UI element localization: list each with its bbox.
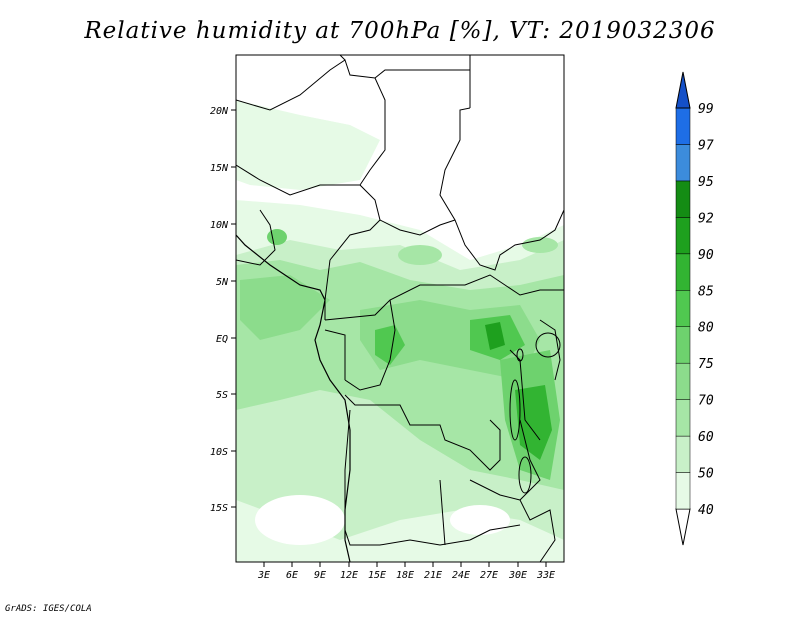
lon-label: 9E <box>314 570 326 581</box>
colorbar-label: 70 <box>698 394 714 409</box>
lat-label: 5N <box>216 277 229 288</box>
colorbar-label: 92 <box>698 211 714 226</box>
colorbar-label: 75 <box>698 357 714 372</box>
lon-label: 12E <box>340 570 358 581</box>
lat-label: 5S <box>216 390 228 401</box>
colorbar-segment <box>675 180 691 218</box>
lat-label: 10S <box>210 447 228 458</box>
lakes <box>509 332 561 494</box>
colorbar-segment <box>675 399 691 437</box>
colorbar-label: 50 <box>698 467 714 482</box>
colorbar-segment <box>675 253 691 291</box>
lat-label: 20N <box>210 106 229 117</box>
lon-label: 21E <box>424 570 442 581</box>
colorbar-label: 99 <box>698 102 714 117</box>
map-title: Relative humidity at 700hPa [%], VT: 201… <box>84 18 716 44</box>
colorbar-label: 97 <box>698 138 714 153</box>
colorbar-label: 60 <box>698 430 714 445</box>
colorbar-label: 40 <box>698 503 714 518</box>
colorbar-top-triangle <box>675 71 691 109</box>
colorbar: 40 50 60 70 75 80 85 90 92 95 97 99 <box>675 71 714 546</box>
map-frame <box>235 54 565 563</box>
colorbar-segment <box>675 326 691 364</box>
colorbar-label: 95 <box>698 175 714 190</box>
lon-label: 6E <box>286 570 298 581</box>
lat-label: EQ <box>216 334 228 345</box>
coastline <box>236 234 351 562</box>
lat-label: 10N <box>210 220 229 231</box>
colorbar-segment <box>675 472 691 510</box>
axis-ticks <box>231 109 547 567</box>
colorbar-segment <box>675 290 691 327</box>
colorbar-bottom-triangle <box>675 508 691 546</box>
colorbar-label: 80 <box>698 321 714 336</box>
lon-label: 33E <box>536 570 555 581</box>
colorbar-label: 85 <box>698 284 714 299</box>
lon-label: 18E <box>396 570 414 581</box>
country-borders <box>236 55 564 562</box>
colorbar-segment <box>675 144 691 182</box>
colorbar-segment <box>675 107 691 145</box>
colorbar-segment <box>675 217 691 255</box>
lon-label: 27E <box>480 570 498 581</box>
lat-label: 15S <box>210 503 228 514</box>
lon-label: 3E <box>257 570 270 581</box>
colorbar-segment <box>675 435 691 473</box>
colorbar-segment <box>675 362 691 400</box>
lon-label: 24E <box>452 570 470 581</box>
grads-credit: GrADS: IGES/COLA <box>5 604 92 614</box>
lon-label: 30E <box>508 570 527 581</box>
lat-label: 15N <box>210 163 229 174</box>
humidity-field <box>236 55 564 562</box>
lon-label: 15E <box>368 570 386 581</box>
colorbar-label: 90 <box>698 248 714 263</box>
